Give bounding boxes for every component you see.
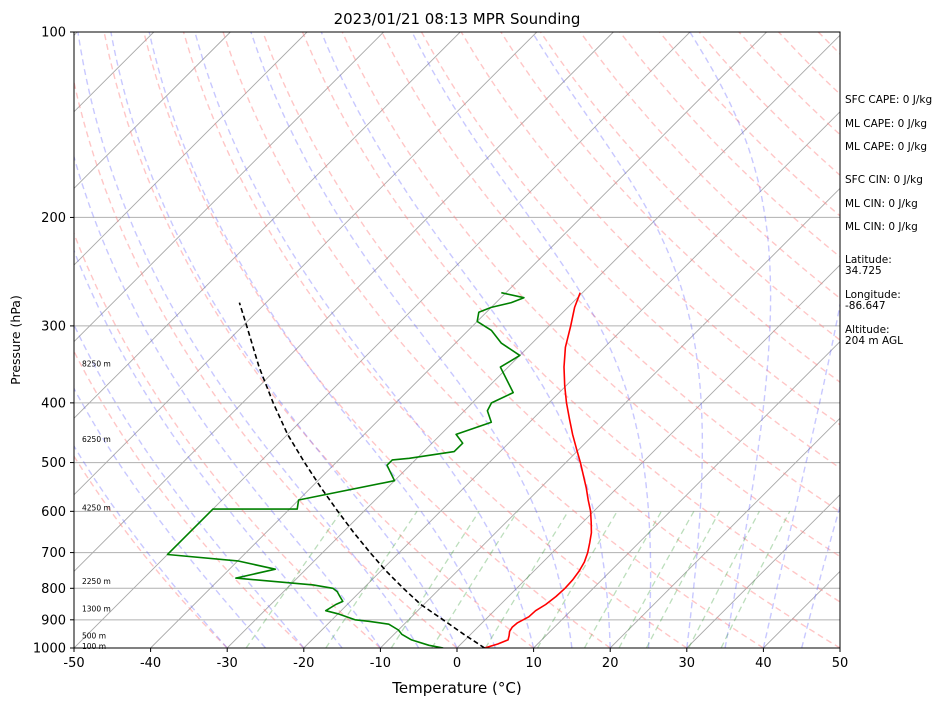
mixing-ratio-line <box>645 510 721 648</box>
x-axis-label: Temperature (°C) <box>391 679 521 697</box>
dry-adiabat <box>579 32 840 300</box>
mixing-ratio-line <box>618 510 695 648</box>
dry-adiabat <box>74 79 458 648</box>
y-tick-label: 700 <box>41 546 66 561</box>
isotherm <box>74 32 231 190</box>
moist-adiabat <box>250 32 573 648</box>
moist-adiabat <box>689 32 772 648</box>
mixing-ratio-line <box>325 510 418 648</box>
altitude-label: Altitude: 204 m AGL <box>845 324 903 347</box>
isotherm <box>226 34 840 648</box>
mixing-ratio-line <box>583 510 662 648</box>
y-tick-label: 800 <box>41 582 66 597</box>
dry-adiabat <box>103 32 535 648</box>
y-tick-label: 1000 <box>33 642 66 657</box>
dry-adiabat <box>143 32 611 648</box>
height-label: 100 m <box>82 642 106 651</box>
mixing-ratio-line <box>390 510 480 648</box>
height-label: 1300 m <box>82 605 111 614</box>
moist-adiabat <box>320 32 611 648</box>
x-tick-label: 0 <box>453 656 461 671</box>
height-label: 4250 m <box>82 503 111 512</box>
y-tick-label: 400 <box>41 396 66 411</box>
mixing-ratio-line <box>484 510 569 648</box>
isotherm <box>74 32 155 113</box>
moist-adiabat <box>77 32 420 648</box>
isotherm <box>380 187 840 648</box>
temperature-profile <box>484 292 593 648</box>
y-tick-label: 900 <box>41 613 66 628</box>
isotherm <box>0 32 1 648</box>
y-tick-label: 500 <box>41 456 66 471</box>
x-tick-label: 20 <box>602 656 619 671</box>
isotherm <box>686 494 840 648</box>
height-label: 6250 m <box>82 435 111 444</box>
isotherm <box>150 32 767 648</box>
dry-adiabat <box>74 231 381 648</box>
mixing-ratio-line <box>431 510 519 648</box>
y-tick-label: 100 <box>41 26 66 41</box>
moist-adiabat <box>148 32 496 648</box>
moist-adiabat <box>74 154 381 648</box>
latitude-label: Latitude: 34.725 <box>845 254 892 277</box>
height-label: 8250 m <box>82 359 111 368</box>
moist-adiabat <box>74 387 267 648</box>
x-tick-label: 10 <box>525 656 542 671</box>
y-axis-label: Pressure (hPa) <box>8 295 23 385</box>
height-label: 500 m <box>82 631 106 640</box>
ml-cin-label: ML CIN: 0 J/kg <box>845 198 918 210</box>
dry-adiabat <box>222 32 764 648</box>
dry-adiabat <box>74 454 228 648</box>
sfc-cin-label: SFC CIN: 0 J/kg <box>845 174 923 186</box>
parcel-profile <box>238 302 486 648</box>
isotherm <box>74 32 614 573</box>
moist-adiabat <box>411 32 652 648</box>
mixing-ratio-line <box>688 510 760 648</box>
moist-adiabat <box>801 504 840 648</box>
isotherm <box>74 32 461 419</box>
x-tick-label: 40 <box>755 656 772 671</box>
x-tick-label: 50 <box>832 656 849 671</box>
dry-adiabat <box>262 32 840 648</box>
isotherm <box>609 417 840 648</box>
isotherm <box>74 32 538 496</box>
isotherm <box>74 32 308 266</box>
mixing-ratio-line <box>720 510 791 648</box>
chart-title: 2023/01/21 08:13 MPR Sounding <box>334 10 581 28</box>
x-tick-label: -50 <box>63 656 84 671</box>
isotherm <box>74 32 384 343</box>
y-tick-label: 300 <box>41 319 66 334</box>
x-tick-label: 30 <box>679 656 696 671</box>
sfc-cape-label: SFC CAPE: 0 J/kg <box>845 94 933 106</box>
y-tick-label: 600 <box>41 505 66 520</box>
plot-frame <box>73 31 841 649</box>
moist-adiabat <box>74 444 228 648</box>
ml-cape-label: ML CAPE: 0 J/kg <box>845 118 928 130</box>
y-tick-label: 200 <box>41 211 66 226</box>
dry-adiabat <box>182 32 688 648</box>
ml-cin-label-2: ML CIN: 0 J/kg <box>845 221 918 233</box>
ml-cape-label-2: ML CAPE: 0 J/kg <box>845 141 928 153</box>
height-label: 2250 m <box>82 577 111 586</box>
moist-adiabat <box>194 32 535 648</box>
x-tick-label: -30 <box>217 656 238 671</box>
dry-adiabat <box>74 349 305 648</box>
x-tick-label: -20 <box>293 656 314 671</box>
isotherm <box>74 32 691 648</box>
mixing-ratio-line <box>245 510 342 648</box>
isotherm <box>303 111 840 648</box>
x-tick-label: -10 <box>370 656 391 671</box>
x-tick-label: -40 <box>140 656 161 671</box>
isotherm <box>456 264 840 648</box>
dewpoint-profile <box>166 291 525 648</box>
moist-adiabat <box>531 32 704 648</box>
moist-adiabat <box>74 248 343 648</box>
moist-adiabat <box>762 301 840 648</box>
moist-adiabat <box>110 32 458 648</box>
isotherm <box>533 340 840 648</box>
mixing-ratio-line <box>536 510 618 648</box>
longitude-label: Longitude: -86.647 <box>845 289 901 312</box>
